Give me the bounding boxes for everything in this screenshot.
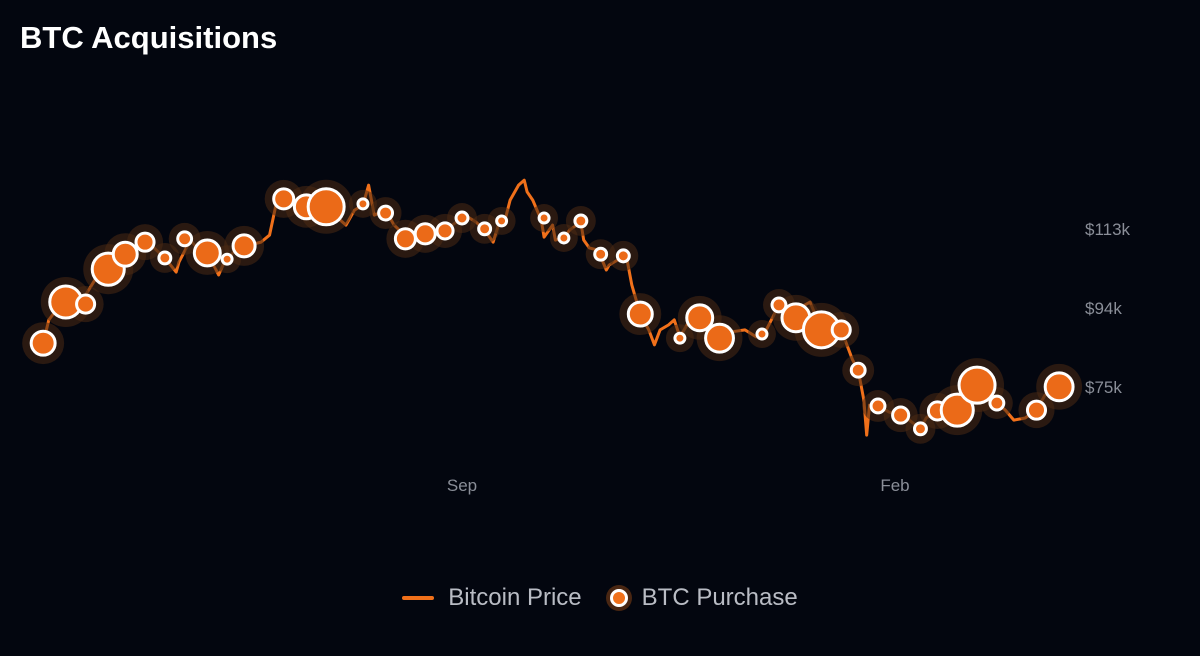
btc-purchase-point <box>157 250 173 266</box>
btc-purchase-point <box>477 221 493 237</box>
btc-purchase-point <box>435 221 455 241</box>
btc-purchase-point <box>704 322 735 354</box>
btc-purchase-point <box>29 329 57 357</box>
chart-title: BTC Acquisitions <box>20 20 278 55</box>
btc-purchase-point <box>306 187 346 227</box>
btc-purchase-point <box>869 397 887 415</box>
btc-purchase-point <box>356 197 370 211</box>
btc-purchase-point <box>573 213 589 229</box>
btc-purchase-point <box>1043 371 1075 403</box>
legend-label: BTC Purchase <box>641 584 798 611</box>
btc-purchase-point <box>913 421 928 437</box>
btc-purchase-point <box>393 227 417 251</box>
btc-purchase-point <box>830 319 852 341</box>
btc-purchase-point <box>557 231 571 245</box>
btc-purchase-point <box>377 204 395 222</box>
y-tick-label: $113k <box>1085 220 1131 239</box>
btc-purchase-point <box>673 331 687 345</box>
btc-purchase-point <box>615 248 631 264</box>
legend: Bitcoin Price BTC Purchase <box>0 584 1200 612</box>
btc-purchase-point <box>176 230 194 248</box>
btc-purchase-point <box>75 293 97 315</box>
y-tick-label: $94k <box>1085 299 1122 318</box>
btc-purchase-point <box>939 392 975 428</box>
btc-purchase-point <box>957 365 997 405</box>
legend-item-bitcoin-price[interactable]: Bitcoin Price <box>402 584 582 612</box>
x-tick-label: Sep <box>447 476 477 495</box>
legend-item-btc-purchase[interactable]: BTC Purchase <box>609 584 798 612</box>
btc-purchase-point <box>685 303 715 333</box>
btc-purchase-point <box>626 300 654 328</box>
y-tick-label: $75k <box>1085 378 1122 397</box>
legend-label: Bitcoin Price <box>448 584 582 611</box>
btc-purchase-point <box>770 296 788 314</box>
btc-purchase-point <box>231 233 257 259</box>
dot-swatch-icon <box>609 589 628 607</box>
btc-purchase-point <box>849 361 867 379</box>
btc-purchase-point <box>891 405 911 425</box>
btc-purchase-point <box>192 238 222 268</box>
btc-purchase-point <box>988 394 1006 412</box>
btc-purchase-point <box>111 240 139 268</box>
btc-purchase-point <box>537 211 551 225</box>
btc-purchase-point <box>755 327 769 341</box>
line-swatch-icon <box>402 596 435 600</box>
x-tick-label: Feb <box>880 476 909 495</box>
btc-purchase-point <box>495 214 509 228</box>
btc-purchase-point <box>1025 399 1048 421</box>
btc-purchase-point <box>220 252 234 266</box>
btc-purchase-point <box>454 210 470 226</box>
btc-purchase-point <box>413 222 437 246</box>
btc-purchase-point <box>134 231 156 253</box>
btc-purchase-point <box>272 187 296 211</box>
btc-purchase-point <box>593 246 609 262</box>
